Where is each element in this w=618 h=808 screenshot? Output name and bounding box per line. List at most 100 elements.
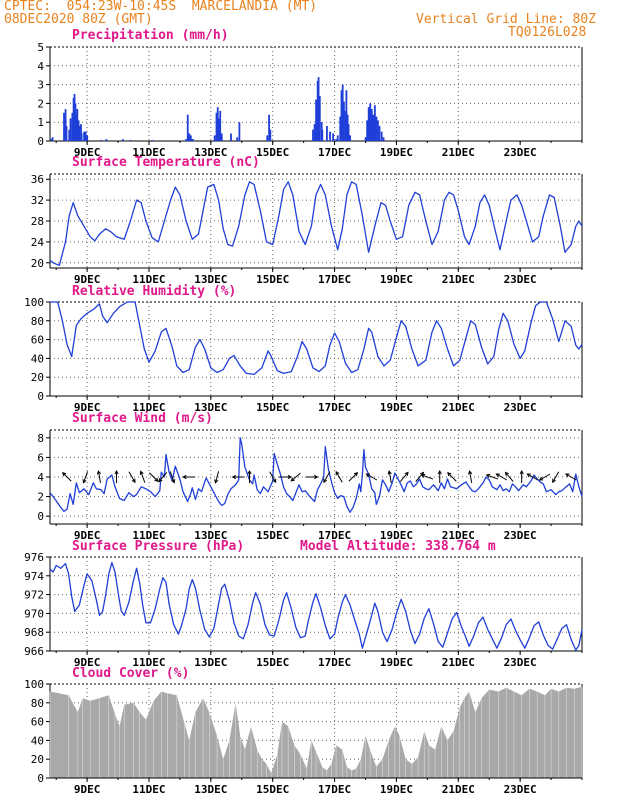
wind-arrow [158, 472, 168, 483]
wind-arrow-shaft [447, 472, 457, 482]
wind-arrow-shaft [83, 471, 89, 483]
header-date-line: 08DEC2020 80Z (GMT) [4, 12, 153, 27]
wind-arrow [114, 469, 119, 483]
wind-arrow-head [353, 472, 359, 477]
wind-arrow [269, 471, 277, 484]
precip-bar [188, 133, 191, 141]
wind-arrow [169, 471, 176, 484]
wind-arrow [420, 473, 434, 480]
wind-arrow-head [495, 473, 500, 478]
wind-arrow-head [437, 469, 442, 475]
precip-bar [335, 139, 338, 141]
precip-bar [51, 137, 54, 141]
precip-bar [77, 120, 80, 141]
x-tick-label: 11DEC [132, 401, 165, 414]
x-tick-label: 23DEC [504, 401, 537, 414]
wind-arrow [504, 471, 514, 482]
wind-arrow-shaft [169, 471, 175, 483]
precip-bar [341, 84, 344, 141]
wind-arrow [468, 470, 473, 483]
wind-arrow-head [158, 478, 163, 483]
precip-bar [219, 110, 222, 141]
y-tick-label: 100 [24, 296, 44, 309]
wind-arrow-head [231, 474, 236, 480]
wind-arrow-head [287, 474, 293, 480]
surface-wind-chart: 9DEC 11DEC 13DEC 15DEC 17DEC 19DEC 21DEC 23DEC 0… [37, 429, 583, 542]
y-tick-label: 8 [37, 432, 44, 445]
precip-bar [238, 122, 241, 141]
precip-bar [370, 109, 373, 141]
precip-bar [65, 125, 68, 141]
y-tick-label: 40 [31, 352, 44, 365]
wind-arrow-shaft [415, 472, 424, 482]
precip-bar [80, 133, 83, 141]
precip-bar [315, 99, 317, 141]
precip-bar [50, 139, 53, 141]
wind-arrow-shaft [388, 471, 392, 483]
y-tick-label: 24 [31, 236, 45, 249]
wind-arrow [495, 473, 508, 481]
wind-arrow [519, 469, 524, 483]
x-tick-label: 17DEC [318, 273, 351, 286]
wind-arrow-head [171, 479, 176, 484]
y-tick-label: 1 [37, 116, 44, 129]
precip-bar [215, 112, 218, 141]
x-tick-label: 13DEC [194, 656, 227, 669]
precip-bar [378, 125, 381, 141]
wind-arrow-head [387, 470, 392, 475]
precip-bar [220, 133, 223, 141]
y-tick-label: 3 [37, 79, 44, 92]
temp-series-line [49, 181, 583, 267]
wind-arrow-shaft [552, 471, 560, 483]
y-tick-label: 2 [37, 97, 44, 110]
wind-arrow-head [468, 470, 473, 475]
wind-arrow-shaft [335, 471, 343, 483]
precip-bar [121, 139, 124, 141]
precip-bar [269, 129, 272, 141]
wind-arrow-shaft [140, 471, 146, 483]
x-tick-label: 9DEC [74, 401, 101, 414]
wind-arrow-head [552, 478, 556, 484]
wind-arrow-head [485, 473, 491, 478]
wind-arrow [538, 473, 551, 481]
y-tick-label: 60 [31, 334, 44, 347]
precip-bar [313, 124, 316, 141]
wind-arrow-shaft [128, 471, 136, 483]
x-tick-label: 23DEC [504, 529, 537, 542]
wind-arrow-head [526, 473, 531, 478]
x-tick-label: 19DEC [380, 273, 413, 286]
y-tick-label: 0 [37, 510, 44, 523]
wind-arrow-head [565, 473, 570, 478]
precip-bar [340, 90, 343, 141]
x-tick-label: 19DEC [380, 783, 413, 796]
precip-bar [185, 139, 188, 141]
precip-bar [186, 114, 189, 141]
precip-bar [344, 110, 347, 141]
model-altitude-label: Model Altitude: 338.764 m [300, 539, 496, 554]
y-tick-label: 966 [24, 645, 44, 658]
precip-bar [105, 139, 108, 141]
wind-arrow [290, 472, 301, 482]
precip-title: Precipitation (mm/h) [72, 28, 229, 43]
precip-bar [382, 137, 385, 141]
wind-arrow-shaft [62, 472, 72, 482]
y-tick-label: 40 [31, 734, 44, 747]
y-tick-label: 2 [37, 491, 44, 504]
precip-bar [345, 90, 348, 141]
wind-arrow [231, 474, 245, 480]
precip-bar [73, 94, 76, 141]
x-tick-label: 11DEC [132, 656, 165, 669]
x-tick-label: 15DEC [256, 146, 289, 159]
wind-arrow-head [519, 469, 524, 475]
wind-arrow-head [290, 477, 295, 482]
y-tick-label: 968 [24, 626, 44, 639]
cloud-title: Cloud Cover (%) [72, 666, 190, 681]
header-model-id: TQ0126L028 [508, 25, 587, 40]
surface-pressure-chart: 9DEC 11DEC 13DEC 15DEC 17DEC 19DEC 21DEC 23DEC 9… [24, 551, 583, 669]
precip-bar [218, 118, 220, 141]
x-tick-label: 13DEC [194, 401, 227, 414]
wind-arrow-shaft [505, 472, 514, 482]
precip-bar [329, 131, 331, 141]
precip-bar [86, 135, 89, 141]
y-tick-label: 20 [31, 257, 44, 270]
